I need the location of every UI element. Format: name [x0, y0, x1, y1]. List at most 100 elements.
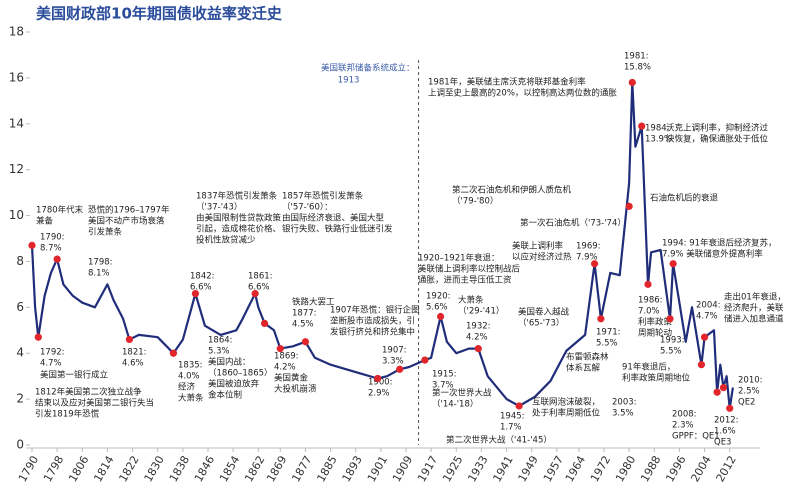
- event-marker: [421, 356, 429, 364]
- annotation-text: 13.9%: [645, 135, 672, 145]
- annotation-text: 美联上调利率: [512, 241, 564, 252]
- annotation-text: 1857年恐慌引发萧条: [282, 191, 364, 202]
- annotation-text: 2004:: [696, 301, 721, 311]
- annotation-text: 以应对经济过热: [512, 252, 572, 263]
- annotation-text: 1900:: [368, 378, 393, 388]
- annotation-text: 5.3%: [208, 347, 230, 357]
- annotation-text: 4.0%: [178, 372, 200, 382]
- event-marker: [28, 241, 36, 249]
- annotation-text: （1860–1865）: [208, 368, 273, 379]
- annotation-text: 1907年恐慌：银行企图: [330, 305, 420, 316]
- event-marker: [125, 335, 134, 344]
- annotation-text: 第一次世界大战: [432, 388, 492, 399]
- y-tick-label: 10: [9, 208, 24, 222]
- event-marker: [436, 312, 445, 321]
- annotation-text: 沃克上调利率，抑制经济过: [666, 123, 769, 134]
- annotation-text: 体系瓦解: [566, 363, 601, 374]
- annotation-text: 1981年，美联储主席沃克将联邦基金利率: [428, 77, 586, 88]
- annotation-text: 由美国限制性贷款政策: [196, 213, 282, 224]
- annotation-text: 2.9%: [368, 389, 390, 399]
- annotation-text: 上调至史上最高的20%，以控制高达两位数的通胀: [428, 88, 617, 99]
- annotation-text: 垄断股市造成损失，引: [330, 316, 415, 327]
- annotation-text: 8.1%: [88, 269, 110, 279]
- event-marker: [301, 338, 310, 346]
- annotation-text: （'37-'43）: [196, 202, 242, 213]
- annotation-text: GPPF：QE1: [672, 432, 720, 442]
- event-marker: [597, 315, 605, 323]
- annotation-text: 储进入加息通道: [724, 314, 784, 325]
- annotation-text: 4.2%: [466, 333, 488, 343]
- annotation-text: 由国际经济衰退、美国大型: [282, 213, 385, 224]
- annotation-text: 1971:: [596, 328, 621, 338]
- annotation-text: 1835:: [178, 361, 203, 371]
- event-marker: [191, 289, 200, 298]
- annotation-text: 美国被迫放弃: [208, 379, 260, 390]
- annotation-text: 1780年代末: [36, 205, 84, 216]
- annotation-text: 美国黄金: [274, 373, 309, 384]
- annotation-text: 2.3%: [672, 421, 694, 431]
- annotation-text: 快恢复，确保通胀处于低位: [666, 134, 769, 145]
- annotation-text: 2012:: [714, 416, 739, 426]
- annotation-text: 1812年美国第二次独立战争: [35, 387, 142, 398]
- annotation-text: （'65-'73）: [518, 318, 564, 329]
- annotation-text: 1792:: [40, 348, 65, 358]
- y-tick-label: 4: [16, 346, 24, 360]
- annotation-text: 3.7%: [432, 381, 454, 391]
- annotation-text: 美国不动产市场衰落: [88, 216, 165, 227]
- event-marker: [628, 78, 636, 87]
- y-tick-label: 18: [9, 25, 24, 39]
- annotation-text: 1993:: [660, 336, 685, 346]
- annotation-text: 铁路大罢工: [292, 297, 335, 308]
- annotation-text: 处于利率周期低位: [532, 408, 601, 419]
- annotation-text: 1945:: [500, 412, 525, 422]
- annotation-text: 互联网泡沫破裂，: [532, 397, 600, 408]
- yield-line: [30, 81, 734, 410]
- event-marker: [625, 202, 633, 210]
- annotation-text: 1864:: [208, 336, 233, 346]
- event-marker: [374, 374, 382, 383]
- fed-label: 美国联邦储备系统成立：: [321, 63, 415, 74]
- event-marker: [251, 289, 259, 298]
- event-marker: [644, 280, 652, 288]
- annotation-text: 金本位制: [208, 390, 242, 401]
- annotation-text: 第一次石油危机（'73-'74）: [520, 218, 626, 229]
- annotation-text: 美国卷入越战: [518, 307, 570, 318]
- annotation-text: 2003:: [612, 398, 637, 408]
- annotation-text: 1907:: [382, 346, 407, 356]
- annotation-text: 石油危机后的衰退: [650, 193, 719, 204]
- annotation-text: 投机性放贷减少: [196, 235, 256, 246]
- event-marker: [396, 365, 404, 373]
- annotation-text: 大投机崩溃: [274, 384, 317, 395]
- annotation-text: 兼备: [36, 216, 54, 227]
- event-marker: [669, 260, 677, 268]
- y-tick-label: 12: [9, 162, 24, 176]
- y-tick-label: 6: [16, 300, 24, 314]
- event-marker: [666, 315, 674, 323]
- annotation-text: 8.7%: [40, 244, 62, 254]
- event-marker: [697, 361, 706, 369]
- annotation-text: 3.3%: [382, 357, 404, 367]
- annotation-text: （'79-'80）: [452, 196, 498, 207]
- annotation-text: 1877:: [292, 309, 317, 319]
- annotation-text: 1994: 91年衰退后经济复苏，: [662, 238, 777, 249]
- annotation-text: 6.6%: [190, 283, 212, 293]
- annotation-text: 美联储上调利率以控制战后: [418, 264, 521, 275]
- annotation-text: 1798:: [88, 258, 113, 268]
- annotation-text: 第二次世界大战（'41-'45）: [446, 435, 552, 446]
- annotation-text: 1920–1921年衰退：: [418, 253, 500, 264]
- event-marker: [713, 388, 721, 396]
- event-marker: [515, 402, 523, 410]
- annotation-text: （'57-'60）：: [282, 202, 333, 213]
- annotation-text: 第二次石油危机和伊朗人质危机: [452, 185, 572, 196]
- annotation-text: 1984:: [645, 124, 670, 134]
- annotation-text: 5.6%: [426, 303, 448, 313]
- annotation-text: 1821:: [122, 348, 147, 358]
- event-marker: [53, 255, 61, 263]
- annotation-text: 1986:: [638, 296, 663, 306]
- annotation-text: 2010:: [738, 376, 763, 386]
- annotation-text: 4.5%: [292, 320, 314, 330]
- annotation-text: （'29-'41）: [458, 306, 504, 317]
- annotation-text: 1869:: [274, 352, 299, 362]
- event-marker: [726, 404, 734, 412]
